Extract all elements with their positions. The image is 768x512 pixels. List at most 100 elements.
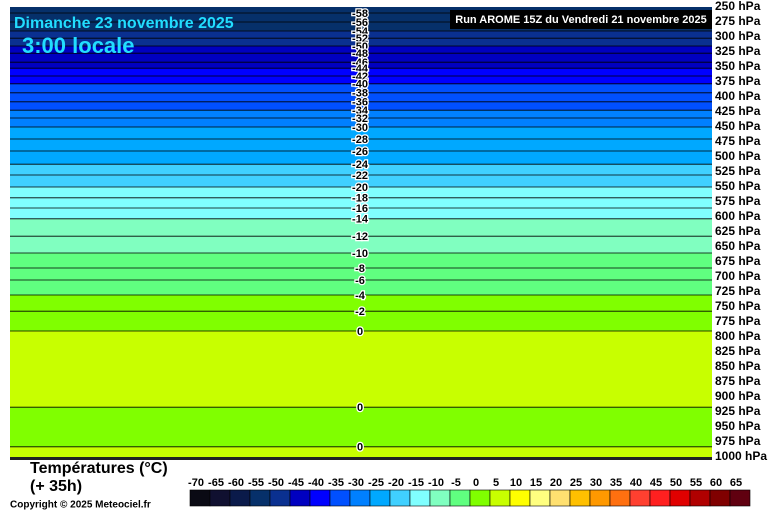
subtitle: 3:00 locale [22,33,135,58]
scale-box [469,489,491,507]
scale-box [249,489,271,507]
scale-box [549,489,571,507]
scale-box [669,489,691,507]
isotherm-label: 0 [357,402,363,414]
y-tick-label: 525 hPa [715,164,761,178]
layer [10,253,712,268]
y-tick-label: 725 hPa [715,284,761,298]
layer [10,268,712,280]
layer [10,83,712,93]
isotherm-label: -56 [352,17,368,29]
scale-label: -50 [268,477,284,489]
isotherm-label: -38 [352,88,368,100]
y-tick-label: 625 hPa [715,224,761,238]
isotherm-label: -58 [352,8,368,20]
scale-box [709,489,731,507]
y-tick-label: 900 hPa [715,389,761,403]
scale-box [389,489,411,507]
scale-label: 40 [630,477,642,489]
scale-label: 60 [710,477,722,489]
isotherm-label: -28 [352,134,368,146]
layer [10,62,712,69]
y-tick-label: 375 hPa [715,74,761,88]
scale-box [269,489,291,507]
layer [10,101,712,111]
layer [10,164,712,175]
y-tick-label: 825 hPa [715,344,761,358]
layer [10,53,712,63]
layer [10,151,712,165]
isotherm-label: -4 [355,290,366,302]
y-tick-label: 600 hPa [715,209,761,223]
isotherm-label: -14 [352,214,369,226]
y-tick-label: 550 hPa [715,179,761,193]
scale-label: 50 [670,477,682,489]
y-tick-label: 950 hPa [715,419,761,433]
scale-box [209,489,231,507]
scale-label: -20 [388,477,404,489]
isotherm-label: -18 [352,193,368,205]
layer [10,446,712,457]
scale-label: -40 [308,477,324,489]
scale-label: 25 [570,477,582,489]
layer [10,7,712,13]
scale-box [629,489,651,507]
isotherm-label: -30 [352,122,368,134]
isotherm-label: -12 [352,231,368,243]
layer [10,331,712,408]
y-tick-label: 575 hPa [715,194,761,208]
layer [10,139,712,151]
layer [10,407,712,447]
layers [10,7,712,457]
scale-label: 65 [730,477,742,489]
isotherm-label: -22 [352,170,368,182]
y-tick-label: 475 hPa [715,134,761,148]
scale-box [609,489,631,507]
scale-label: -35 [328,477,344,489]
layer [10,118,712,127]
isotherm-label: -34 [352,105,369,117]
isotherm-label: -2 [355,306,365,318]
isotherm-label: -50 [352,41,368,53]
scale-label: -65 [208,477,224,489]
chart-title: Dimanche 23 novembre 2025 [14,15,234,32]
layer [10,22,712,31]
scale-label: -60 [228,477,244,489]
scale-box [649,489,671,507]
scale-label: -30 [348,477,364,489]
scale-box [429,489,451,507]
y-tick-label: 325 hPa [715,44,761,58]
scale-box [369,489,391,507]
isotherm-label: -40 [352,79,368,91]
isotherm-label: -24 [352,159,369,171]
scale-label: 55 [690,477,702,489]
y-tick-label: 975 hPa [715,434,761,448]
y-tick-label: 750 hPa [715,299,761,313]
y-tick-label: 675 hPa [715,254,761,268]
scale-box [529,489,551,507]
isotherm-label: -32 [352,113,368,125]
scale-label: 10 [510,477,522,489]
scale-label: 20 [550,477,562,489]
isotherm-label: -46 [352,57,368,69]
y-tick-label: 300 hPa [715,29,761,43]
ground-strip [10,457,712,460]
layer [10,110,712,118]
scale-label: 5 [493,477,499,489]
scale-box [409,489,431,507]
scale-label: 45 [650,477,662,489]
scale-box [189,489,211,507]
scale-label: -70 [188,477,204,489]
layer [10,311,712,331]
y-tick-label: 400 hPa [715,89,761,103]
scale-label: -5 [451,477,461,489]
y-tick-label: 700 hPa [715,269,761,283]
scale-label: 15 [530,477,542,489]
scale-box [349,489,371,507]
isotherm-label: -42 [352,71,368,83]
isotherm-label: -36 [352,97,368,109]
layer [10,127,712,139]
layer [10,68,712,76]
run-box [450,10,712,29]
